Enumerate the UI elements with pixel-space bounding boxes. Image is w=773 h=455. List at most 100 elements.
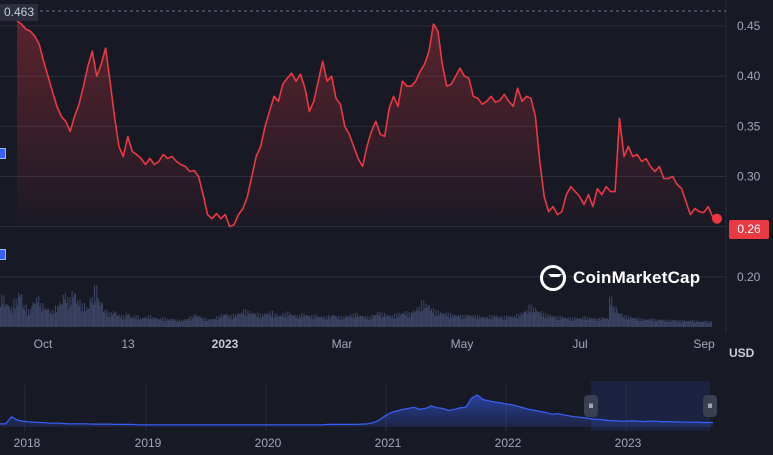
volume-bar [198, 316, 200, 327]
volume-bar [630, 316, 632, 327]
price-line[interactable] [16, 20, 718, 228]
volume-bar [377, 312, 379, 327]
volume-bar [631, 318, 633, 327]
volume-bar [368, 320, 370, 327]
volume-bar [229, 318, 231, 327]
volume-bar [663, 321, 665, 327]
volume-bar [500, 318, 502, 327]
volume-bar [626, 320, 628, 327]
volume-bar [419, 312, 421, 327]
volume-bar [193, 314, 195, 327]
volume-bar [609, 296, 611, 327]
volume-bar [72, 297, 74, 327]
volume-bar [338, 315, 340, 327]
volume-bar [291, 314, 293, 327]
volume-bar [217, 320, 219, 327]
volume-bar [100, 302, 102, 327]
volume-bar [633, 317, 635, 327]
volume-bar [557, 316, 559, 327]
volume-bar [212, 319, 214, 327]
volume-bar [582, 316, 584, 327]
volume-bar [259, 313, 261, 327]
volume-bar [585, 320, 587, 327]
volume-bar [309, 315, 311, 327]
volume-bar [679, 319, 681, 327]
volume-bar [406, 311, 408, 327]
volume-bar [628, 316, 630, 327]
volume-bar [479, 315, 481, 327]
volume-bar [180, 321, 182, 327]
volume-bar [512, 317, 514, 327]
volume-bar [594, 317, 596, 327]
volume-bar [200, 317, 202, 327]
volume-bar [694, 320, 696, 327]
left-edge-marker-lower[interactable] [0, 249, 6, 260]
volume-bar [461, 319, 463, 327]
volume-bar [634, 318, 636, 327]
volume-bar [202, 320, 204, 327]
volume-bars [0, 285, 712, 327]
volume-bar [371, 314, 373, 327]
volume-bar [99, 305, 101, 327]
volume-bar [353, 318, 355, 327]
volume-bar [554, 317, 556, 327]
volume-bar [602, 319, 604, 327]
volume-bar [138, 320, 140, 327]
volume-bar [236, 316, 238, 327]
volume-bar [285, 318, 287, 327]
volume-bar [210, 318, 212, 327]
volume-bar [540, 310, 542, 327]
volume-bar [88, 308, 90, 327]
volume-bar [564, 317, 566, 327]
volume-bar [11, 306, 13, 327]
volume-bar [19, 297, 21, 327]
volume-bar [154, 317, 156, 327]
volume-bar [323, 316, 325, 327]
volume-bar [77, 300, 79, 327]
volume-bar [450, 312, 452, 327]
volume-bar [620, 314, 622, 327]
volume-bar [559, 315, 561, 327]
volume-bar [516, 313, 518, 327]
x-tick-label: Mar [332, 337, 353, 351]
volume-bar [611, 295, 613, 327]
volume-bar [255, 313, 257, 327]
volume-bar [454, 314, 456, 327]
volume-bar [682, 321, 684, 327]
volume-bar [704, 320, 706, 327]
volume-bar [410, 312, 412, 327]
volume-bar [545, 312, 547, 327]
volume-bar [305, 315, 307, 327]
volume-bar [105, 313, 107, 327]
volume-bar [550, 316, 552, 327]
volume-bar [165, 321, 167, 327]
volume-bar [464, 315, 466, 327]
volume-bar [107, 317, 109, 327]
volume-bar [444, 314, 446, 327]
volume-bar [412, 313, 414, 327]
left-edge-marker[interactable] [0, 148, 6, 159]
volume-bar [478, 318, 480, 327]
volume-bar [14, 308, 16, 327]
volume-bar [448, 318, 450, 327]
volume-bar [297, 318, 299, 327]
volume-bar [117, 316, 119, 327]
volume-bar [488, 318, 490, 327]
volume-bar [708, 321, 710, 327]
navigator-left-handle[interactable]: ⏸ [584, 395, 598, 417]
volume-bar [612, 308, 614, 327]
volume-bar [640, 318, 642, 327]
volume-bar [710, 321, 712, 327]
volume-bar [489, 315, 491, 327]
volume-bar [691, 319, 693, 327]
volume-bar [22, 308, 24, 327]
volume-bar [213, 318, 215, 327]
volume-bar [440, 312, 442, 327]
volume-bar [4, 306, 6, 327]
volume-bar [697, 322, 699, 327]
navigator-right-handle[interactable]: ⏸ [703, 395, 717, 417]
volume-bar [172, 318, 174, 327]
volume-bar [208, 319, 210, 327]
volume-bar [659, 319, 661, 327]
